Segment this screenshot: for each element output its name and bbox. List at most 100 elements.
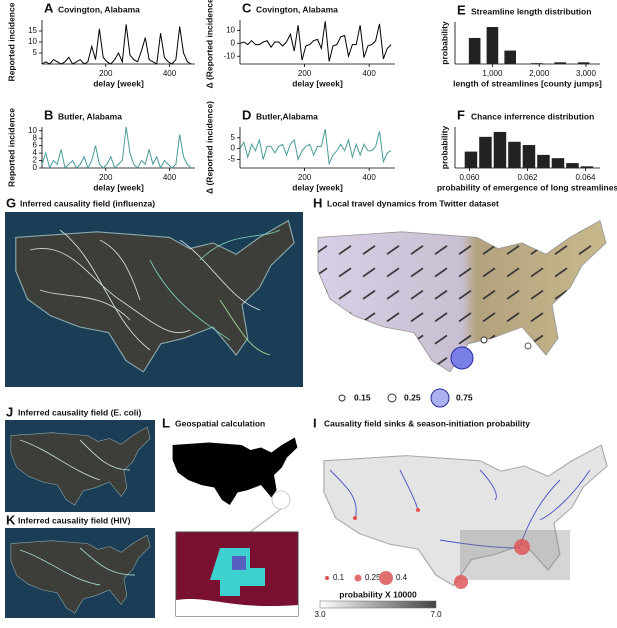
x-tick-label: 400 (163, 69, 177, 78)
x-axis-label: length of streamlines [county jumps] (453, 78, 602, 88)
panel-title: Inferred causality field (E. coli) (18, 407, 141, 417)
legend-label: 0.15 (354, 392, 371, 402)
map-panel-l: L Geospatial calculation (162, 415, 299, 617)
bar (577, 62, 590, 64)
coast (176, 598, 298, 616)
zoom-circle (271, 490, 291, 510)
panel-title: Inferred causality field (HIV) (18, 515, 131, 525)
sink-circle (353, 516, 357, 520)
legend-circle (430, 388, 450, 408)
county-cluster (210, 548, 265, 596)
panel-letter: K (6, 512, 16, 527)
x-tick-label: 0.064 (575, 173, 596, 182)
map-panel-i: I Causality field sinks & season-initiat… (313, 415, 609, 619)
panel-letter: I (313, 415, 317, 430)
legend-label: 0.75 (456, 392, 473, 402)
bar (479, 136, 492, 168)
panel-letter: G (6, 195, 16, 210)
y-tick-label: 0 (33, 163, 38, 172)
y-tick-label: 10 (226, 25, 235, 34)
x-tick-label: 400 (163, 173, 177, 182)
county-cluster (232, 556, 246, 570)
line-series (239, 21, 392, 62)
x-tick-label: 200 (298, 69, 312, 78)
panel-letter: A (44, 0, 54, 15)
y-axis-label: Reported incidence (6, 108, 16, 187)
bar (531, 63, 543, 64)
x-tick-label: 1,000 (482, 69, 503, 78)
bar (508, 141, 521, 168)
panel-title: Streamline length distribution (471, 6, 591, 16)
legend-label: 0.25 (404, 392, 421, 402)
colorbar-tick: 7.0 (430, 610, 442, 619)
colorbar-label: probability X 10000 (339, 589, 417, 599)
x-tick-label: 0.060 (459, 173, 480, 182)
streamlines (19, 547, 136, 586)
travel-circle (524, 342, 532, 350)
streamlines (19, 439, 131, 481)
legend-circle (379, 571, 393, 585)
panel-letter: F (457, 107, 465, 122)
y-tick-label: 15 (28, 26, 37, 35)
panel-title: Causality field sinks & season-initiatio… (324, 418, 530, 428)
streamlines (29, 229, 281, 356)
map-panel-g: G Inferred causality field (influenza) (5, 195, 303, 387)
x-tick-label: 200 (99, 173, 113, 182)
y-tick-label: 8 (33, 133, 38, 142)
x-tick-label: 0.062 (517, 173, 538, 182)
panel-title: Local travel dynamics from Twitter datas… (327, 198, 499, 208)
legend-label: 0.1 (333, 573, 345, 582)
panel-letter: D (242, 107, 251, 122)
y-tick-label: 5 (231, 133, 236, 142)
x-tick-label: 2,000 (529, 69, 550, 78)
y-tick-label: -10 (223, 51, 235, 60)
panel-title: Inferred causality field (influenza) (20, 198, 155, 208)
map-panel-k: K Inferred causality field (HIV) (5, 512, 155, 618)
legend-label: 0.25 (365, 573, 381, 582)
line-series (41, 24, 192, 65)
travel-circle (450, 346, 474, 370)
panel-title: Geospatial calculation (175, 418, 265, 428)
sink-circle (514, 539, 530, 555)
bar (580, 166, 594, 168)
colorbar (319, 600, 437, 609)
bar (554, 62, 567, 64)
bar (566, 163, 579, 168)
x-tick-label: 400 (362, 69, 376, 78)
panel-letter: E (457, 2, 466, 17)
panel-title: Chance inferrence distribution (471, 111, 594, 121)
zoom-line (249, 508, 282, 533)
x-tick-label: 200 (298, 173, 312, 182)
x-axis-label: delay [week] (93, 78, 144, 88)
map-panel-h: H Local travel dynamics from Twitter dat… (313, 195, 608, 408)
y-tick-label: 10 (28, 37, 37, 46)
bar (551, 158, 565, 168)
panel-letter: L (162, 415, 170, 430)
panel-title: Covington, Alabama (256, 4, 338, 14)
y-axis-label: Reported incidence (6, 2, 16, 81)
bar (493, 131, 507, 168)
streamlines (329, 469, 591, 549)
panel-letter: B (44, 107, 53, 122)
y-tick-label: 0 (231, 38, 236, 47)
panel-title: Butler,Alabama (256, 111, 318, 121)
bar (537, 154, 550, 168)
x-tick-label: 400 (362, 173, 376, 182)
us-map (172, 437, 298, 505)
legend-label: 0.4 (396, 573, 408, 582)
panel-title: Covington, Alabama (58, 4, 140, 14)
y-axis-label: probability (439, 21, 449, 65)
y-tick-label: 6 (33, 141, 38, 150)
line-series (239, 129, 392, 166)
y-tick-label: -5 (228, 154, 236, 163)
panel-letter: J (6, 404, 13, 419)
bar (504, 50, 516, 64)
x-tick-label: 200 (99, 69, 113, 78)
sink-circle (454, 575, 468, 589)
panel-letter: H (313, 195, 322, 210)
map-panel-j: J Inferred causality field (E. coli) (5, 404, 155, 512)
legend-circle (325, 576, 329, 580)
bar (486, 27, 499, 64)
y-tick-label: 0 (231, 144, 236, 153)
